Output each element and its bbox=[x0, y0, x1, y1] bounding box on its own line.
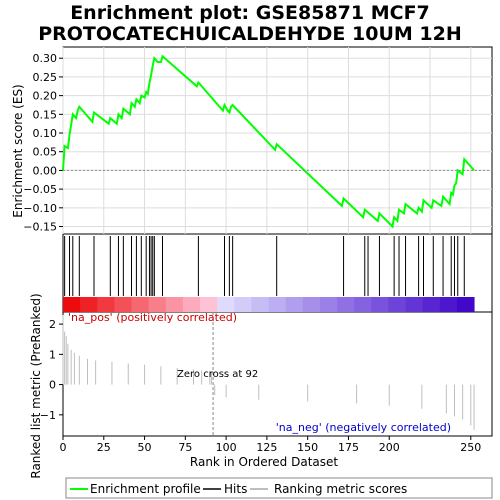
positive-annotation: 'na_pos' (positively correlated) bbox=[68, 311, 237, 324]
rank-x-tick-label: 250 bbox=[460, 441, 481, 454]
rank-color-segment bbox=[422, 297, 441, 312]
chart-title-line-2: PROTOCATECHUICALDEHYDE 10UM 12H bbox=[38, 23, 462, 45]
chart-title-line-1: Enrichment plot: GSE85871 MCF7 bbox=[70, 2, 430, 24]
ranking-y-ticks: −1 0 1 2 bbox=[40, 318, 63, 422]
rank-color-segment bbox=[217, 297, 235, 312]
es-y-tick-label: 0.30 bbox=[33, 52, 58, 65]
negative-annotation: 'na_neg' (negatively correlated) bbox=[276, 421, 451, 434]
rank-color-segment bbox=[319, 297, 338, 312]
legend-box bbox=[65, 477, 493, 499]
rank-color-segment bbox=[63, 297, 81, 312]
rank-color-segment bbox=[131, 297, 150, 312]
es-y-tick-label: 0.00 bbox=[33, 164, 58, 177]
rank-y-tick-label: 0 bbox=[49, 379, 56, 392]
rank-color-segment bbox=[97, 297, 115, 312]
es-y-tick-label: −0.15 bbox=[23, 221, 57, 234]
rank-color-segment bbox=[337, 297, 355, 312]
rank-color-segment bbox=[388, 297, 407, 312]
rank-color-segment bbox=[285, 297, 304, 312]
rank-x-tick-label: 175 bbox=[338, 441, 359, 454]
rank-color-segment bbox=[182, 297, 201, 312]
es-y-tick-label: −0.10 bbox=[23, 202, 57, 215]
zero-cross-annotation: Zero cross at 92 bbox=[177, 369, 258, 380]
rank-x-axis-label: Rank in Ordered Dataset bbox=[190, 455, 338, 469]
rank-x-tick-label: 125 bbox=[256, 441, 277, 454]
rank-x-tick-label: 50 bbox=[138, 441, 152, 454]
hits-marks bbox=[64, 236, 465, 296]
rank-x-tick-label: 25 bbox=[97, 441, 111, 454]
rank-color-segment bbox=[234, 297, 252, 312]
rank-color-segment bbox=[405, 297, 424, 312]
legend-ranking-label: Ranking metric scores bbox=[274, 482, 407, 496]
rank-color-segment bbox=[439, 297, 458, 312]
es-y-axis-label: Enrichment score (ES) bbox=[11, 84, 25, 217]
rank-y-axis-label: Ranked list metric (PreRanked) bbox=[29, 293, 43, 478]
rank-x-tick-label: 75 bbox=[178, 441, 192, 454]
legend-hits-label: Hits bbox=[224, 482, 247, 496]
rank-color-segment bbox=[354, 297, 372, 312]
es-y-tick-label: 0.15 bbox=[33, 108, 58, 121]
rank-x-tick-label: 150 bbox=[297, 441, 318, 454]
es-y-tick-label: −0.05 bbox=[23, 183, 57, 196]
rank-color-segment bbox=[80, 297, 98, 312]
rank-color-segment bbox=[268, 297, 287, 312]
ranking-metric-bars bbox=[62, 315, 475, 430]
es-y-tick-label: 0.05 bbox=[33, 146, 58, 159]
rank-y-tick-label: 2 bbox=[49, 318, 56, 331]
rank-y-tick-label: −1 bbox=[40, 409, 56, 422]
es-y-ticks: −0.15 −0.10 −0.05 0.00 0.05 0.10 0.15 0.20 0.25 0… bbox=[23, 52, 63, 234]
rank-x-tick-label: 100 bbox=[216, 441, 237, 454]
es-y-tick-label: 0.10 bbox=[33, 127, 58, 140]
rank-color-segment bbox=[251, 297, 270, 312]
rank-color-bar bbox=[63, 297, 475, 312]
rank-color-segment bbox=[200, 297, 218, 312]
rank-color-segment bbox=[456, 297, 475, 312]
rank-y-tick-label: 1 bbox=[49, 348, 56, 361]
rank-color-segment bbox=[148, 297, 167, 312]
es-y-tick-label: 0.20 bbox=[33, 90, 58, 103]
rank-color-segment bbox=[371, 297, 389, 312]
enrichment-profile-line bbox=[62, 54, 475, 229]
rank-color-segment bbox=[302, 297, 321, 312]
ranking-panel-frame bbox=[62, 311, 493, 437]
legend-enrichment-label: Enrichment profile bbox=[90, 482, 201, 496]
rank-x-tick-label: 0 bbox=[60, 441, 67, 454]
rank-color-segment bbox=[165, 297, 184, 312]
rank-color-segment bbox=[114, 297, 133, 312]
es-y-tick-label: 0.25 bbox=[33, 71, 58, 84]
enrichment-panel-frame bbox=[62, 46, 493, 235]
ranking-x-ticks: 0 25 50 75 100 125 150 175 200 250 bbox=[60, 436, 481, 454]
es-grid bbox=[62, 47, 492, 234]
rank-x-tick-label: 200 bbox=[379, 441, 400, 454]
